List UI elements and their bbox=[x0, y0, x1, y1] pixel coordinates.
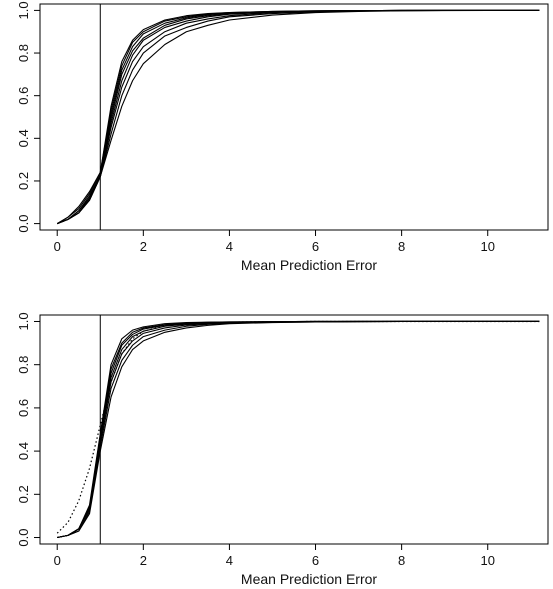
x-tick-label: 6 bbox=[312, 553, 319, 568]
series-line-7 bbox=[57, 320, 540, 539]
series-line-7 bbox=[57, 9, 540, 225]
series-line-3 bbox=[57, 9, 540, 225]
x-tick-label: 8 bbox=[398, 239, 405, 254]
y-tick-label: 0.0 bbox=[16, 528, 31, 546]
x-tick-label: 0 bbox=[54, 553, 61, 568]
x-tick-label: 6 bbox=[312, 239, 319, 254]
x-tick-label: 2 bbox=[140, 239, 147, 254]
x-tick-label: 0 bbox=[54, 239, 61, 254]
x-axis-label: Mean Prediction Error bbox=[241, 571, 378, 587]
x-tick-label: 10 bbox=[480, 239, 494, 254]
y-tick-label: 0.4 bbox=[16, 442, 31, 460]
series-line-2 bbox=[56, 9, 540, 225]
y-tick-label: 0.8 bbox=[16, 356, 31, 374]
x-axis-label: Mean Prediction Error bbox=[241, 257, 378, 273]
y-tick-label: 0.8 bbox=[16, 44, 31, 62]
x-tick-label: 2 bbox=[140, 553, 147, 568]
y-tick-label: 0.6 bbox=[16, 399, 31, 417]
series-line-4 bbox=[57, 9, 540, 225]
chart-panel-2: 0 2 4 6 8 10 0.0 0.2 0.4 0.6 0.8 1.0 Mean Prediction… bbox=[16, 312, 549, 587]
y-tick-label: 0.2 bbox=[16, 485, 31, 503]
series-line-5 bbox=[57, 9, 540, 225]
plot-frame bbox=[39, 314, 549, 545]
x-tick-label: 10 bbox=[480, 553, 494, 568]
series-line-1 bbox=[56, 9, 540, 225]
y-tick-label: 0.0 bbox=[16, 215, 31, 233]
plot-frame bbox=[39, 3, 549, 231]
chart-panel-1: 0 2 4 6 8 10 0.0 0.2 0.4 0.6 0.8 1.0 Mean Prediction… bbox=[16, 1, 549, 273]
y-tick-label: 0.4 bbox=[16, 129, 31, 147]
x-tick-label: 4 bbox=[226, 553, 233, 568]
series-line-6 bbox=[57, 9, 540, 225]
x-tick-label: 8 bbox=[398, 553, 405, 568]
series-line-8 bbox=[56, 320, 540, 534]
x-tick-label: 4 bbox=[226, 239, 233, 254]
y-tick-label: 0.2 bbox=[16, 172, 31, 190]
y-tick-label: 1.0 bbox=[16, 312, 31, 330]
y-tick-label: 1.0 bbox=[16, 1, 31, 19]
y-tick-label: 0.6 bbox=[16, 87, 31, 105]
series-line-8 bbox=[57, 9, 540, 225]
